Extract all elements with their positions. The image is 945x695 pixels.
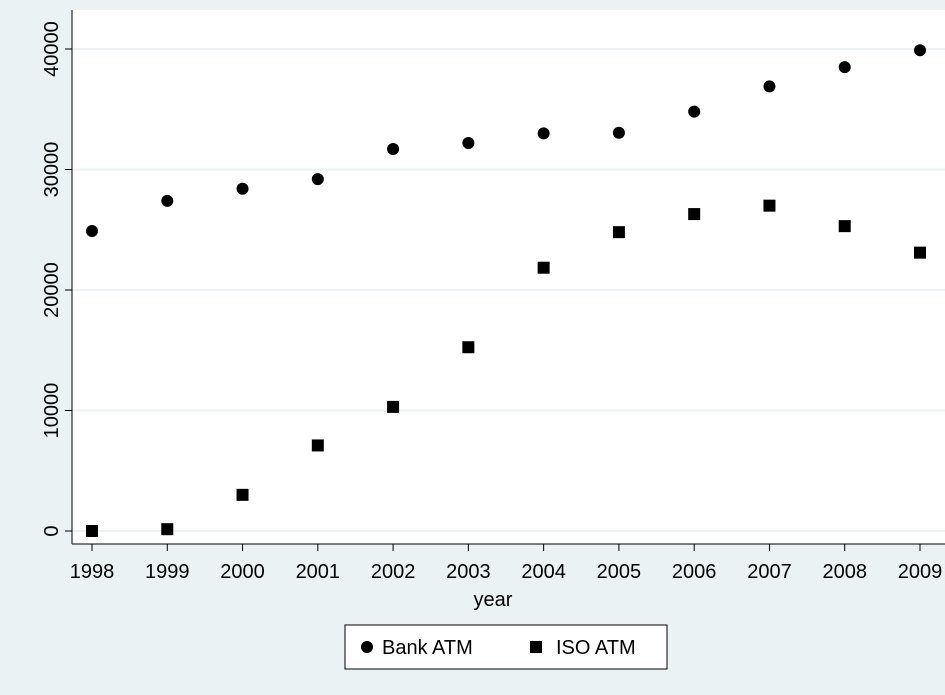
gridlines [72,48,945,532]
y-tick-label: 0 [41,525,63,536]
legend-iso-atm-label: ISO ATM [556,637,636,659]
plot-area [72,10,945,544]
bank-atm-point [462,136,475,149]
iso-atm-point [311,439,324,452]
bank-atm-point [763,80,776,93]
iso-atm-point [462,341,475,354]
legend: Bank ATM ISO ATM [344,624,668,670]
bank-atm-point [537,127,550,140]
iso-atm-point [763,199,776,212]
x-axis-title: year [474,589,513,611]
bank-atm-point [387,143,400,156]
iso-atm-point [612,226,625,239]
bank-atm-point [311,173,324,186]
y-tick-label: 10000 [41,383,63,439]
x-tick-label: 2000 [220,561,265,583]
bank-atm-point [914,44,926,57]
y-tick-label: 30000 [41,142,63,198]
iso-atm-point [387,400,400,413]
iso-atm-point [86,525,98,537]
x-tick-label: 1999 [145,561,190,583]
x-tick-label: 2001 [296,561,341,583]
y-tick-label: 20000 [41,262,63,318]
iso-atm-point [236,488,249,501]
legend-box [344,624,668,670]
axes: 0 10000 20000 30000 40000 1998 1999 2000 2001 200… [41,10,945,583]
iso-atm-point [914,246,926,259]
x-tick-label: 2005 [597,561,642,583]
legend-iso-atm-marker [530,641,542,653]
x-tick-label: 2007 [747,561,792,583]
x-tick-label: 2004 [521,561,566,583]
x-tick-label: 2009 [898,561,943,583]
x-tick-label: 2003 [446,561,491,583]
x-tick-label: 2002 [371,561,416,583]
x-tick-label: 1998 [70,561,115,583]
iso-atm-point [161,523,174,536]
bank-atm-point [161,194,174,207]
legend-bank-atm-label: Bank ATM [382,637,473,659]
bank-atm-point [612,126,625,139]
iso-atm-point [537,261,550,274]
y-tick-label: 40000 [41,21,63,77]
iso-atm-point [838,220,851,233]
legend-bank-atm-marker [361,641,373,653]
bank-atm-point [838,61,851,74]
iso-atm-point [688,208,701,221]
x-tick-label: 2006 [672,561,717,583]
data-markers [86,44,926,537]
bank-atm-point [236,182,249,195]
bank-atm-point [86,224,98,237]
x-tick-label: 2008 [822,561,867,583]
bank-atm-point [688,105,701,118]
